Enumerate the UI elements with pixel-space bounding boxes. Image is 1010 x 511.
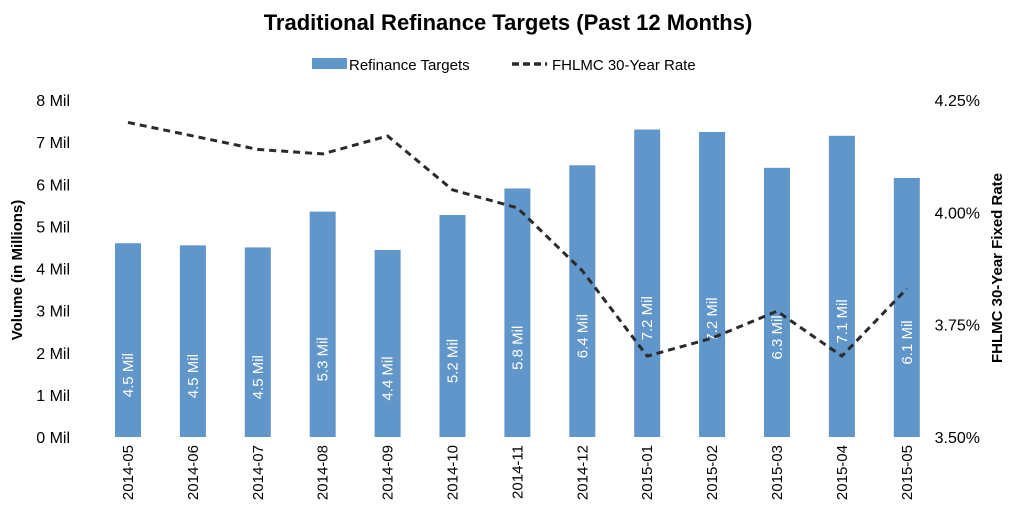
y-tick-label: 7 Mil [36, 135, 70, 152]
y-tick-label: 4 Mil [36, 262, 70, 279]
bar-2015-05 [893, 177, 920, 437]
x-axis-ticks: 2014-05 2014-06 2014-07 2014-08 2014-09 2014-… [120, 445, 916, 500]
rate-line [127, 120, 908, 358]
bar-value-label: 6.3 Mil [769, 315, 786, 359]
y2-tick-label: 4.25% [935, 93, 980, 110]
legend-swatch-refinance-targets [312, 58, 347, 69]
bar-2014-07 [244, 247, 271, 437]
legend: Refinance Targets FHLMC 30-Year Rate [312, 57, 696, 74]
x-tick-label: 2014-12 [574, 445, 591, 500]
bar-2014-06 [179, 245, 206, 437]
y2-axis-ticks: 3.50% 3.75% 4.00% 4.25% [935, 93, 980, 447]
bar-value-label: 4.4 Mil [380, 356, 397, 400]
y-tick-label: 5 Mil [36, 219, 70, 236]
bar-2015-03 [764, 167, 790, 438]
bar-2014-11 [504, 188, 531, 437]
bar-2014-09 [374, 249, 401, 437]
x-tick-label: 2014-10 [445, 445, 462, 500]
bar-value-label: 7.2 Mil [639, 296, 656, 340]
bar-2015-02 [699, 132, 726, 437]
bar-2014-10 [439, 215, 466, 437]
x-tick-label: 2015-03 [769, 445, 786, 500]
legend-label-fhlmc-rate: FHLMC 30-Year Rate [552, 57, 696, 74]
y-tick-label: 0 Mil [36, 430, 70, 447]
bar-value-label: 5.2 Mil [445, 339, 462, 383]
bar-value-label: 4.5 Mil [250, 355, 267, 399]
y-axis-ticks: 0 Mil 1 Mil 2 Mil 3 Mil 4 Mil 5 Mil 6 Mil 7 Mil… [36, 93, 70, 447]
bar-value-label: 7.2 Mil [704, 297, 721, 341]
x-tick-label: 2014-07 [250, 445, 267, 500]
y-tick-label: 6 Mil [36, 177, 70, 194]
y-axis-title: Volume (in Millions) [9, 200, 26, 341]
chart-title: Traditional Refinance Targets (Past 12 M… [264, 10, 753, 35]
x-tick-label: 2015-04 [834, 445, 851, 500]
y2-tick-label: 3.75% [935, 318, 980, 335]
x-tick-label: 2014-05 [120, 445, 137, 500]
bar-value-label: 7.1 Mil [834, 299, 851, 343]
bar-value-label: 6.4 Mil [574, 314, 591, 358]
bar-value-label: 4.5 Mil [185, 354, 202, 398]
y-tick-label: 8 Mil [36, 93, 70, 110]
x-tick-label: 2014-11 [509, 445, 526, 499]
bar-2015-04 [828, 135, 855, 437]
x-tick-label: 2014-09 [380, 445, 397, 500]
bar-2014-12 [569, 165, 596, 437]
y2-tick-label: 4.00% [935, 205, 980, 222]
x-tick-label: 2015-05 [899, 445, 916, 500]
bar-value-label: 5.3 Mil [315, 337, 332, 381]
bar-2015-01 [634, 129, 661, 438]
bars [115, 129, 920, 438]
y-tick-label: 1 Mil [36, 388, 70, 405]
bar-labels: 4.5 Mil 4.5 Mil 4.5 Mil 5.3 Mil 4.4 Mil 5.2 M… [120, 296, 916, 400]
x-tick-label: 2015-01 [639, 445, 656, 500]
y-tick-label: 2 Mil [36, 346, 70, 363]
bar-2014-05 [115, 243, 141, 437]
y2-tick-label: 3.50% [935, 430, 980, 447]
bar-value-label: 6.1 Mil [899, 320, 916, 364]
bar-value-label: 4.5 Mil [120, 353, 137, 397]
x-tick-label: 2014-06 [185, 445, 202, 500]
legend-label-refinance-targets: Refinance Targets [349, 57, 470, 74]
x-tick-label: 2015-02 [704, 445, 721, 500]
bar-2014-08 [309, 211, 336, 437]
x-tick-label: 2014-08 [315, 445, 332, 500]
y-tick-label: 3 Mil [36, 304, 70, 321]
y2-axis-title: FHLMC 30-Year Fixed Rate [989, 173, 1006, 363]
bar-value-label: 5.8 Mil [509, 326, 526, 370]
